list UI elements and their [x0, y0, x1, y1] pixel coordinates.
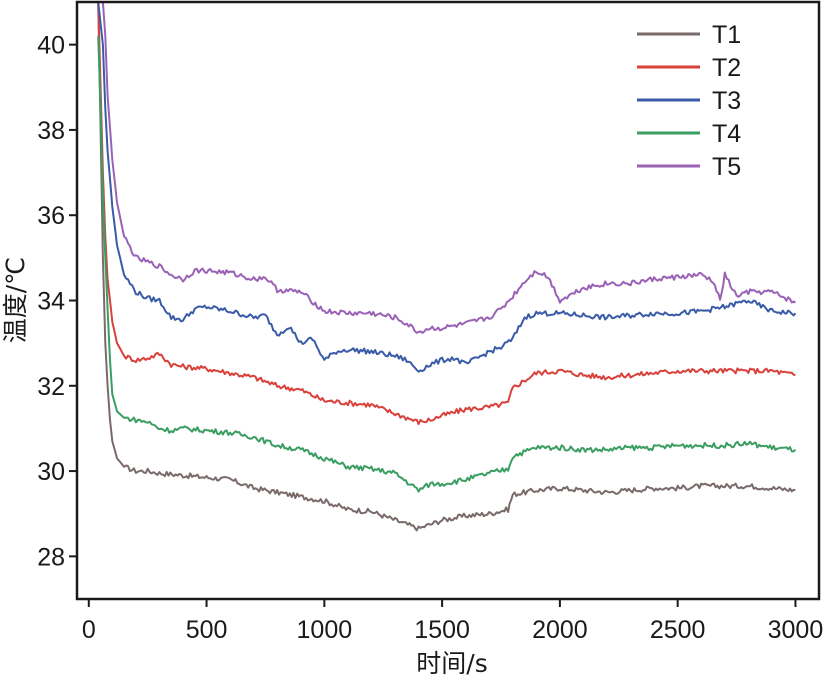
y-axis-title: 温度/℃ — [1, 257, 30, 344]
series-layer — [97, 2, 797, 532]
x-tick-label: 1000 — [297, 616, 353, 644]
legend: T1 T2 T3 T4 T5 — [637, 21, 741, 181]
x-tick-label: 3000 — [768, 616, 824, 644]
series-line-t4 — [97, 36, 797, 493]
y-tick-label: 38 — [37, 117, 65, 145]
y-tick-label: 30 — [37, 458, 65, 486]
legend-label-t5: T5 — [712, 153, 741, 181]
x-axis-title: 时间/s — [416, 649, 487, 678]
legend-label-t2: T2 — [712, 54, 741, 82]
x-tick-label: 0 — [82, 616, 96, 644]
y-tick-label: 34 — [37, 288, 65, 316]
x-tick-label: 500 — [186, 616, 228, 644]
y-tick-label: 28 — [37, 543, 65, 571]
series-line-t2 — [97, 2, 796, 426]
series-line-t1 — [97, 2, 796, 532]
series-line-t5 — [101, 2, 796, 334]
legend-label-t3: T3 — [712, 87, 741, 115]
legend-label-t1: T1 — [712, 21, 741, 49]
y-tick-label: 36 — [37, 202, 65, 230]
legend-label-t4: T4 — [712, 120, 741, 148]
axis-layer: 0 500 1000 1500 2000 2500 3000 28 30 32 34 36 38 40 — [37, 32, 823, 644]
series-line-t3 — [97, 2, 797, 373]
x-tick-label: 2500 — [650, 616, 706, 644]
x-tick-label: 2000 — [532, 616, 588, 644]
y-tick-label: 32 — [37, 373, 65, 401]
x-tick-label: 1500 — [414, 616, 470, 644]
y-tick-label: 40 — [37, 32, 65, 60]
plot-frame — [75, 0, 821, 601]
